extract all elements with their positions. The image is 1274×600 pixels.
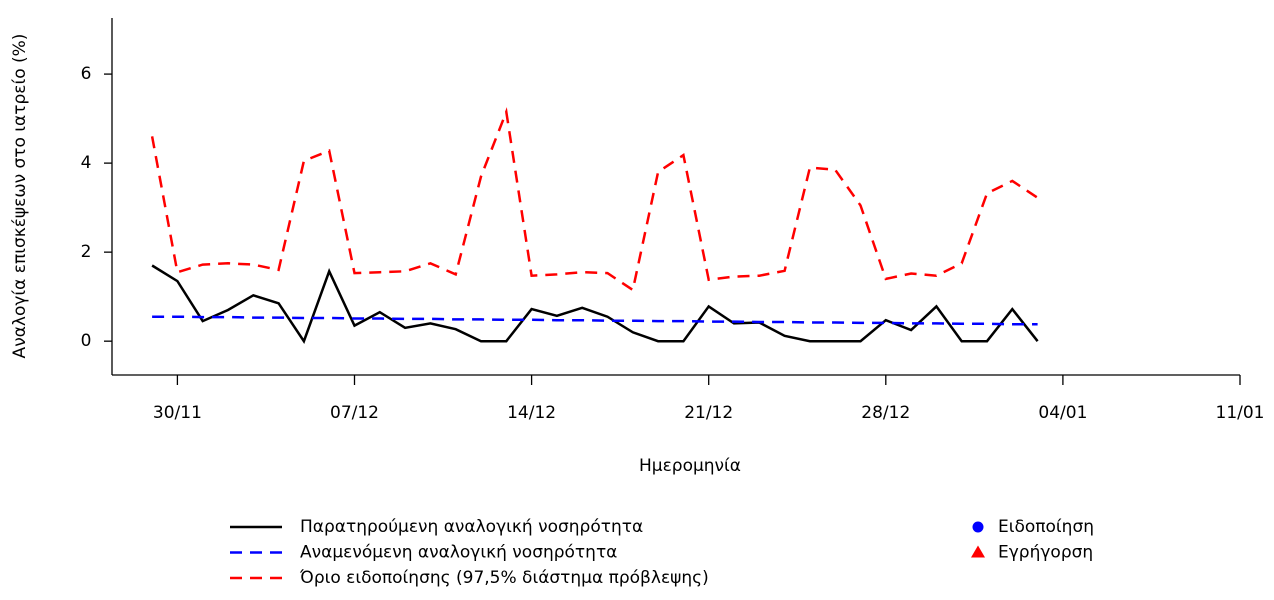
y-axis-label: Αναλογία επισκέψεων στο ιατρείο (%) bbox=[10, 34, 30, 359]
legend-label: Όριο ειδοποίησης (97,5% διάστημα πρόβλεψ… bbox=[299, 568, 709, 588]
x-tick-label: 30/11 bbox=[153, 403, 202, 423]
x-tick-label: 07/12 bbox=[330, 403, 379, 423]
legend-label: Αναμενόμενη αναλογική νοσηρότητα bbox=[300, 543, 617, 563]
y-tick-label: 2 bbox=[81, 242, 92, 262]
legend-label: Παρατηρούμενη αναλογική νοσηρότητα bbox=[300, 517, 643, 537]
x-tick-label: 04/01 bbox=[1038, 403, 1087, 423]
series-line bbox=[150, 107, 1039, 293]
series-line bbox=[151, 264, 1039, 344]
y-tick-label: 0 bbox=[81, 331, 92, 351]
legend-marker bbox=[971, 545, 985, 558]
x-tick-label: 28/12 bbox=[861, 403, 910, 423]
x-tick-label: 21/12 bbox=[684, 403, 733, 423]
x-tick-label: 14/12 bbox=[507, 403, 556, 423]
series-line bbox=[152, 315, 1038, 326]
legend-label: Ειδοποίηση bbox=[998, 517, 1094, 537]
legend-label: Εγρήγορση bbox=[998, 543, 1093, 563]
y-tick-label: 6 bbox=[81, 64, 92, 84]
x-axis-label: Ημερομηνία bbox=[639, 456, 741, 476]
legend-marker bbox=[972, 521, 984, 533]
x-tick-label: 11/01 bbox=[1216, 403, 1265, 423]
y-tick-label: 4 bbox=[81, 153, 92, 173]
